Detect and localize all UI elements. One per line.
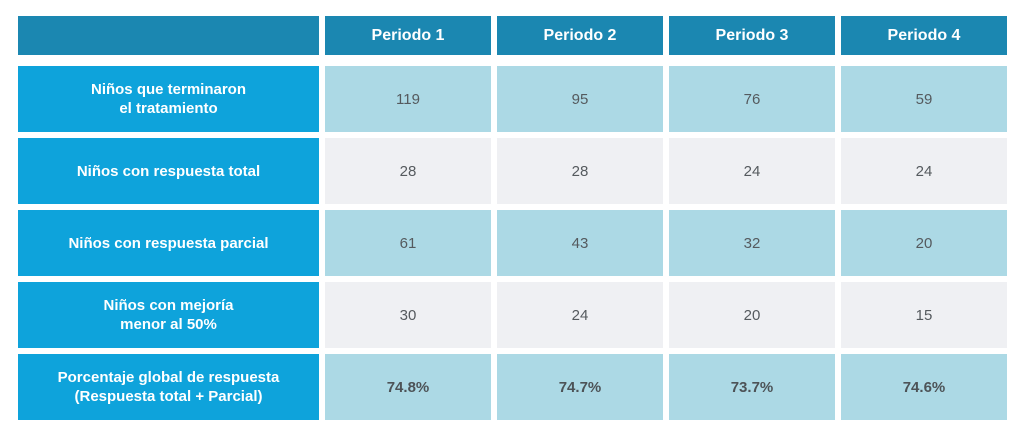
table-cell: 24 <box>497 282 663 348</box>
table-cell: 32 <box>669 210 835 276</box>
table-cell-percentage: 74.6% <box>841 354 1007 420</box>
table-cell: 119 <box>325 66 491 132</box>
column-header-periodo-1: Periodo 1 <box>325 16 491 55</box>
table-corner <box>18 16 319 55</box>
table-cell: 15 <box>841 282 1007 348</box>
table-cell: 43 <box>497 210 663 276</box>
table-cell: 24 <box>841 138 1007 204</box>
table-cell-percentage: 74.7% <box>497 354 663 420</box>
column-header-periodo-2: Periodo 2 <box>497 16 663 55</box>
table-cell: 24 <box>669 138 835 204</box>
table-cell: 59 <box>841 66 1007 132</box>
row-label-porcentaje-global: Porcentaje global de respuesta (Respuest… <box>18 354 319 420</box>
table-cell-percentage: 74.8% <box>325 354 491 420</box>
table-cell: 28 <box>497 138 663 204</box>
column-header-periodo-4: Periodo 4 <box>841 16 1007 55</box>
row-label-respuesta-parcial: Niños con respuesta parcial <box>18 210 319 276</box>
row-label-mejoria-menor: Niños con mejoría menor al 50% <box>18 282 319 348</box>
table-cell-percentage: 73.7% <box>669 354 835 420</box>
table-cell: 95 <box>497 66 663 132</box>
column-header-periodo-3: Periodo 3 <box>669 16 835 55</box>
table-cell: 28 <box>325 138 491 204</box>
row-label-respuesta-total: Niños con respuesta total <box>18 138 319 204</box>
row-label-ninos-terminaron: Niños que terminaron el tratamiento <box>18 66 319 132</box>
table-cell: 61 <box>325 210 491 276</box>
table-cell: 20 <box>841 210 1007 276</box>
table-cell: 30 <box>325 282 491 348</box>
table-cell: 20 <box>669 282 835 348</box>
table-cell: 76 <box>669 66 835 132</box>
